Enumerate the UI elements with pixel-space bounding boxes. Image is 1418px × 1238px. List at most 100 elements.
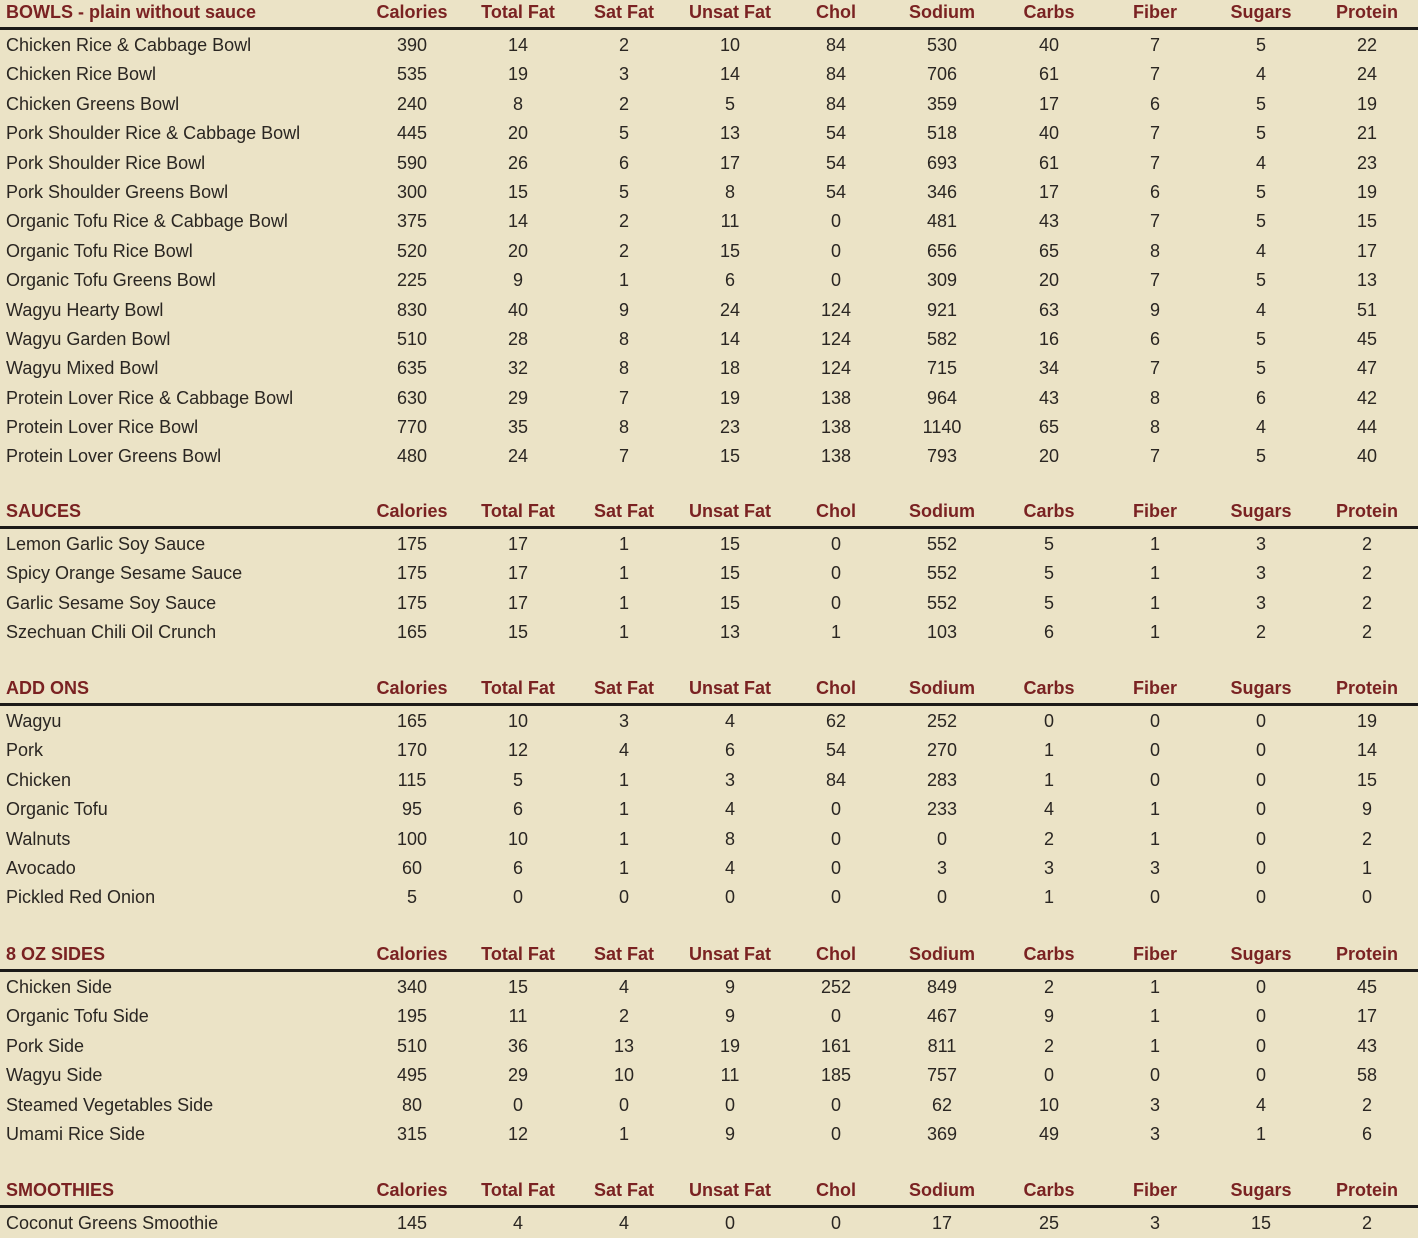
cell-sugars: 0 xyxy=(1255,799,1267,820)
cell-sodium: 103 xyxy=(926,622,958,643)
cell-fiber: 0 xyxy=(1149,711,1161,731)
cell-fiber: 3 xyxy=(1149,1094,1161,1115)
column-header-total-fat: Total Fat xyxy=(481,2,555,22)
item-name: Organic Tofu Rice Bowl xyxy=(6,240,193,261)
item-name: Organic Tofu Rice & Cabbage Bowl xyxy=(6,211,288,232)
cell-protein: 19 xyxy=(1356,711,1378,731)
cell-sat-fat: 1 xyxy=(618,563,630,584)
column-header-carbs: Carbs xyxy=(1023,1180,1075,1200)
cell-unsat-fat: 9 xyxy=(724,1123,736,1144)
cell-sat-fat: 2 xyxy=(618,240,630,261)
cell-unsat-fat: 14 xyxy=(719,328,741,349)
item-name: Wagyu Side xyxy=(6,1065,103,1086)
cell-chol: 0 xyxy=(830,799,842,820)
column-header-sat-fat: Sat Fat xyxy=(593,1180,655,1200)
cell-carbs: 17 xyxy=(1038,181,1060,202)
cell-unsat-fat: 15 xyxy=(719,240,741,261)
item-name: Umami Rice Side xyxy=(6,1123,146,1144)
cell-sodium: 530 xyxy=(926,35,958,55)
table-row: Pork Shoulder Greens Bowl 300 15 5 8 54 346 17 6… xyxy=(0,177,1418,206)
cell-fiber: 9 xyxy=(1149,299,1161,320)
cell-sat-fat: 1 xyxy=(618,1123,630,1144)
cell-chol: 0 xyxy=(830,1213,842,1233)
column-header-total-fat: Total Fat xyxy=(481,1180,555,1200)
cell-calories: 175 xyxy=(396,563,428,584)
cell-carbs: 40 xyxy=(1038,35,1060,55)
cell-unsat-fat: 15 xyxy=(719,563,741,584)
cell-fiber: 1 xyxy=(1149,534,1161,554)
item-name: Pork Shoulder Greens Bowl xyxy=(6,181,229,202)
cell-carbs: 63 xyxy=(1038,299,1060,320)
cell-total-fat: 12 xyxy=(507,1123,529,1144)
cell-sugars: 4 xyxy=(1255,240,1267,261)
column-header-unsat-fat: Unsat Fat xyxy=(688,2,772,22)
cell-sat-fat: 2 xyxy=(618,211,630,232)
section-header: SAUCES Calories Total Fat Sat Fat Unsat Fat C… xyxy=(0,499,1418,529)
cell-protein: 2 xyxy=(1361,1094,1373,1115)
cell-unsat-fat: 5 xyxy=(724,93,736,114)
cell-chol: 138 xyxy=(820,446,852,467)
cell-chol: 54 xyxy=(825,740,847,761)
cell-protein: 45 xyxy=(1356,977,1378,997)
item-name: Chicken Greens Bowl xyxy=(6,93,180,114)
cell-protein: 19 xyxy=(1356,93,1378,114)
cell-sugars: 0 xyxy=(1255,857,1267,878)
cell-calories: 340 xyxy=(396,977,428,997)
column-header-unsat-fat: Unsat Fat xyxy=(688,501,772,521)
cell-sat-fat: 1 xyxy=(618,857,630,878)
cell-sodium: 359 xyxy=(926,93,958,114)
column-header-carbs: Carbs xyxy=(1023,678,1075,698)
cell-sodium: 309 xyxy=(926,270,958,291)
item-name: Pork Shoulder Rice & Cabbage Bowl xyxy=(6,123,301,144)
column-header-fiber: Fiber xyxy=(1132,678,1178,698)
cell-sat-fat: 1 xyxy=(618,270,630,291)
cell-total-fat: 11 xyxy=(508,1006,528,1027)
cell-unsat-fat: 4 xyxy=(724,799,736,820)
column-header-sat-fat: Sat Fat xyxy=(593,501,655,521)
column-header-protein: Protein xyxy=(1335,501,1399,521)
cell-sodium: 467 xyxy=(926,1006,958,1027)
cell-protein: 2 xyxy=(1361,534,1373,554)
cell-calories: 95 xyxy=(401,799,423,820)
cell-sodium: 3 xyxy=(936,857,948,878)
cell-sodium: 17 xyxy=(931,1213,953,1233)
cell-carbs: 5 xyxy=(1043,534,1055,554)
cell-calories: 80 xyxy=(401,1094,423,1115)
cell-unsat-fat: 8 xyxy=(724,828,736,849)
cell-sugars: 1 xyxy=(1255,1123,1267,1144)
cell-chol: 0 xyxy=(830,828,842,849)
cell-sat-fat: 4 xyxy=(618,740,630,761)
cell-chol: 54 xyxy=(825,123,847,144)
cell-sodium: 233 xyxy=(926,799,958,820)
cell-chol: 84 xyxy=(825,64,847,85)
cell-calories: 630 xyxy=(396,387,428,408)
cell-calories: 770 xyxy=(396,417,428,438)
section-8-oz-sides: 8 OZ SIDES Calories Total Fat Sat Fat Unsat … xyxy=(0,942,1418,1148)
cell-sodium: 811 xyxy=(927,1035,957,1056)
item-name: Organic Tofu Greens Bowl xyxy=(6,270,216,291)
column-header-sat-fat: Sat Fat xyxy=(593,944,655,964)
cell-carbs: 0 xyxy=(1043,1065,1055,1086)
table-row: Pork Shoulder Rice Bowl 590 26 6 17 54 693 61 7 4… xyxy=(0,148,1418,177)
table-row: Wagyu Hearty Bowl 830 40 9 24 124 921 63 9 4 51 xyxy=(0,295,1418,324)
cell-chol: 252 xyxy=(820,977,852,997)
section-title: ADD ONS xyxy=(6,678,90,698)
cell-calories: 300 xyxy=(396,181,428,202)
cell-total-fat: 15 xyxy=(507,181,529,202)
cell-total-fat: 4 xyxy=(512,1213,524,1233)
cell-sodium: 793 xyxy=(926,446,958,467)
cell-chol: 0 xyxy=(830,857,842,878)
cell-fiber: 1 xyxy=(1149,563,1161,584)
column-header-total-fat: Total Fat xyxy=(481,944,555,964)
column-header-calories: Calories xyxy=(376,2,448,22)
cell-fiber: 7 xyxy=(1149,35,1161,55)
cell-calories: 590 xyxy=(396,152,428,173)
cell-sat-fat: 7 xyxy=(618,446,630,467)
table-row: Steamed Vegetables Side 80 0 0 0 0 62 10 3 4 2 xyxy=(0,1090,1418,1119)
cell-protein: 2 xyxy=(1361,563,1373,584)
section-smoothies: SMOOTHIES Calories Total Fat Sat Fat Unsat F… xyxy=(0,1178,1418,1237)
cell-sugars: 5 xyxy=(1255,181,1267,202)
cell-sugars: 5 xyxy=(1255,93,1267,114)
cell-calories: 520 xyxy=(396,240,428,261)
cell-chol: 138 xyxy=(820,417,852,438)
